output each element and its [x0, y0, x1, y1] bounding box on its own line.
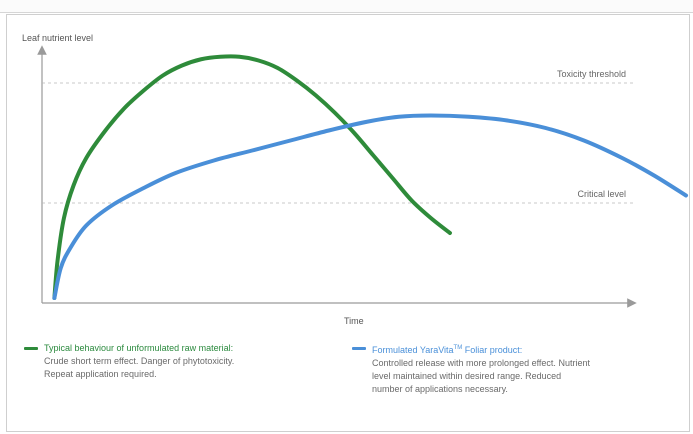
trademark-symbol: TM: [453, 345, 463, 351]
legend-text: Crude short term effect. Danger of phyto…: [44, 356, 235, 366]
y-axis-label: Leaf nutrient level: [22, 33, 93, 43]
series-lines: [52, 54, 688, 300]
x-axis-label: Time: [344, 316, 364, 326]
legend-text: Repeat application required.: [44, 369, 157, 379]
legend-item-yaravita: Formulated YaraVitaTM Foliar product: Co…: [352, 342, 672, 396]
legend-text: level maintained within desired range. R…: [372, 371, 562, 381]
reference-line-label: Critical level: [577, 189, 626, 199]
reference-lines: Toxicity threshold Critical level: [42, 69, 636, 204]
legend-swatch-green: [24, 347, 38, 350]
legend-title: Formulated YaraVitaTM Foliar product:: [372, 345, 523, 355]
legend-item-raw-material: Typical behaviour of unformulated raw ma…: [24, 342, 334, 381]
legend-swatch-blue: [352, 347, 366, 350]
legend-text: Controlled release with more prolonged e…: [372, 358, 590, 368]
series-line-yaravita: [52, 113, 688, 300]
reference-line-label: Toxicity threshold: [557, 69, 626, 79]
legend-title: Typical behaviour of unformulated raw ma…: [44, 343, 234, 353]
series-line-raw-material: [52, 54, 452, 300]
top-rule: [0, 0, 693, 13]
legend-text: number of applications necessary.: [372, 384, 508, 394]
figure-frame: [6, 14, 690, 432]
